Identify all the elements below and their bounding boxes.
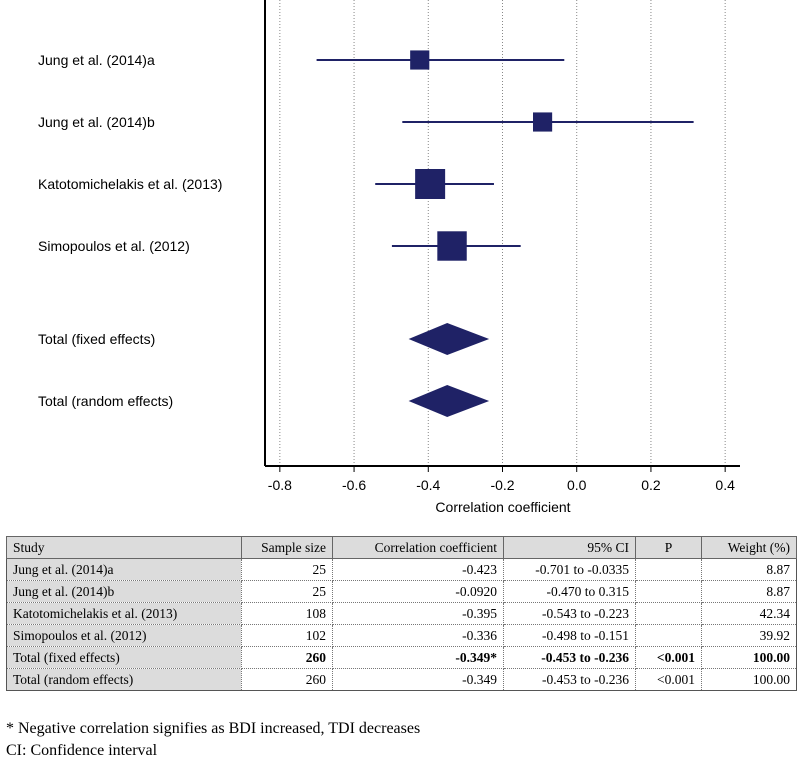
cell-correlation: -0.395 xyxy=(332,602,504,625)
cell-p xyxy=(635,558,702,581)
footnote-ci-definition: CI: Confidence interval xyxy=(6,742,158,759)
cell-ci: -0.701 to -0.0335 xyxy=(503,558,636,581)
cell-weight: 39.92 xyxy=(701,624,797,647)
cell-study: Total (random effects) xyxy=(6,668,242,691)
cell-sample-size: 260 xyxy=(241,646,333,669)
point-estimate-square xyxy=(410,50,430,70)
cell-p: <0.001 xyxy=(635,646,702,669)
footnote-negative-correlation: * Negative correlation signifies as BDI … xyxy=(6,720,421,737)
header-study: Study xyxy=(6,536,242,559)
table-row: Jung et al. (2014)a 25 -0.423 -0.701 to … xyxy=(6,558,797,581)
x-tick-label: -0.6 xyxy=(342,477,366,493)
cell-study: Simopoulos et al. (2012) xyxy=(6,624,242,647)
study-label: Simopoulos et al. (2012) xyxy=(38,238,190,254)
total-label: Total (fixed effects) xyxy=(38,331,155,347)
study-label: Katotomichelakis et al. (2013) xyxy=(38,176,222,192)
cell-correlation: -0.423 xyxy=(332,558,504,581)
point-estimate-square xyxy=(415,169,446,199)
table-row: Katotomichelakis et al. (2013) 108 -0.39… xyxy=(6,602,797,625)
cell-p xyxy=(635,580,702,603)
cell-weight: 8.87 xyxy=(701,580,797,603)
header-weight: Weight (%) xyxy=(701,536,797,559)
pooled-estimate-diamond xyxy=(408,385,490,417)
study-label: Jung et al. (2014)b xyxy=(38,114,155,130)
cell-study: Jung et al. (2014)a xyxy=(6,558,242,581)
table-row: Jung et al. (2014)b 25 -0.0920 -0.470 to… xyxy=(6,580,797,603)
cell-sample-size: 25 xyxy=(241,580,333,603)
header-correlation: Correlation coefficient xyxy=(332,536,504,559)
cell-sample-size: 108 xyxy=(241,602,333,625)
results-table: Study Sample size Correlation coefficien… xyxy=(6,536,797,691)
x-tick-label: 0.4 xyxy=(715,477,735,493)
cell-correlation: -0.0920 xyxy=(332,580,504,603)
cell-weight: 8.87 xyxy=(701,558,797,581)
cell-study: Jung et al. (2014)b xyxy=(6,580,242,603)
cell-p xyxy=(635,602,702,625)
x-tick-label: -0.2 xyxy=(490,477,514,493)
cell-ci: -0.453 to -0.236 xyxy=(503,646,636,669)
table-row-fixed-effects: Total (fixed effects) 260 -0.349* -0.453… xyxy=(6,646,797,669)
cell-p xyxy=(635,624,702,647)
cell-ci: -0.453 to -0.236 xyxy=(503,668,636,691)
x-axis-title: Correlation coefficient xyxy=(435,499,570,515)
header-p: P xyxy=(635,536,702,559)
table-row: Simopoulos et al. (2012) 102 -0.336 -0.4… xyxy=(6,624,797,647)
cell-sample-size: 102 xyxy=(241,624,333,647)
cell-ci: -0.543 to -0.223 xyxy=(503,602,636,625)
pooled-estimate-diamond xyxy=(408,323,490,355)
x-tick-label: 0.2 xyxy=(641,477,661,493)
total-label: Total (random effects) xyxy=(38,393,173,409)
point-estimate-square xyxy=(437,231,467,261)
table-header-row: Study Sample size Correlation coefficien… xyxy=(6,536,797,559)
cell-weight: 42.34 xyxy=(701,602,797,625)
cell-study: Total (fixed effects) xyxy=(6,646,242,669)
cell-ci: -0.498 to -0.151 xyxy=(503,624,636,647)
point-estimate-square xyxy=(533,112,553,132)
cell-sample-size: 260 xyxy=(241,668,333,691)
cell-correlation: -0.349 xyxy=(332,668,504,691)
x-tick-label: -0.8 xyxy=(268,477,292,493)
forest-plot: Jung et al. (2014)a Jung et al. (2014)b Ka… xyxy=(38,0,740,515)
study-label: Jung et al. (2014)a xyxy=(38,52,155,68)
table-row-random-effects: Total (random effects) 260 -0.349 -0.453… xyxy=(6,668,797,691)
x-tick-label: 0.0 xyxy=(567,477,587,493)
cell-weight: 100.00 xyxy=(701,668,797,691)
cell-ci: -0.470 to 0.315 xyxy=(503,580,636,603)
x-tick-label: -0.4 xyxy=(416,477,440,493)
header-sample-size: Sample size xyxy=(241,536,333,559)
footnotes: * Negative correlation signifies as BDI … xyxy=(6,718,420,762)
header-ci: 95% CI xyxy=(503,536,636,559)
cell-sample-size: 25 xyxy=(241,558,333,581)
cell-correlation: -0.336 xyxy=(332,624,504,647)
cell-correlation: -0.349* xyxy=(332,646,504,669)
cell-p: <0.001 xyxy=(635,668,702,691)
cell-study: Katotomichelakis et al. (2013) xyxy=(6,602,242,625)
cell-weight: 100.00 xyxy=(701,646,797,669)
